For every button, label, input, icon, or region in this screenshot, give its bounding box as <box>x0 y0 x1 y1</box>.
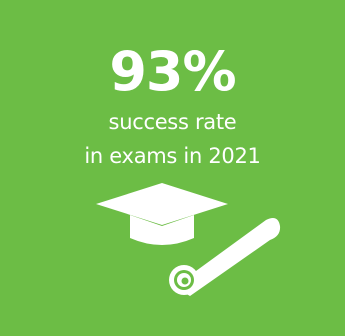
stat-label-line-1: success rate <box>108 110 237 134</box>
diploma-scroll-icon <box>169 218 281 296</box>
stat-label-line-2: in exams in 2021 <box>84 144 261 168</box>
graduation-cap-icon <box>96 183 228 245</box>
stat-value: 93% <box>109 40 236 103</box>
